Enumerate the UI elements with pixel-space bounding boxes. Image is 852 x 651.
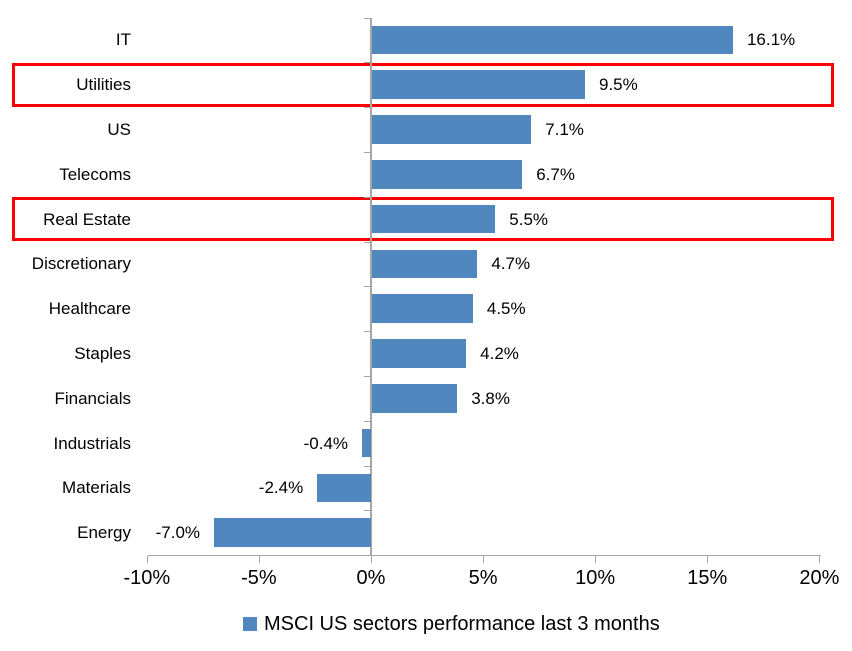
category-tick — [364, 331, 371, 333]
x-tick-label: 10% — [575, 567, 616, 589]
category-label: Discretionary — [31, 254, 131, 274]
category-tick — [364, 375, 371, 377]
category-label: Financials — [54, 388, 131, 408]
bar — [372, 339, 467, 368]
category-label: Healthcare — [48, 299, 131, 319]
bar — [372, 115, 532, 144]
bar — [372, 160, 523, 189]
category-label: US — [107, 120, 131, 139]
category-tick — [364, 17, 371, 19]
category-label: Utilities — [76, 75, 131, 95]
x-tick-label: -10% — [123, 567, 171, 589]
category-tick — [364, 241, 371, 243]
x-axis — [148, 555, 821, 556]
x-tick — [819, 556, 821, 563]
category-tick — [364, 420, 371, 422]
category-tick — [364, 107, 371, 109]
value-label: 7.1% — [545, 120, 584, 139]
bar — [372, 204, 496, 234]
value-label: 4.2% — [480, 344, 519, 363]
legend-label: MSCI US sectors performance last 3 month… — [264, 613, 660, 635]
x-tick-label: 20% — [799, 567, 840, 589]
bar — [362, 428, 371, 458]
value-label: -0.4% — [303, 433, 349, 453]
category-label: IT — [115, 30, 131, 50]
bar — [372, 384, 458, 413]
value-label: 4.5% — [486, 299, 526, 319]
category-label: Telecoms — [59, 164, 131, 184]
category-tick — [364, 62, 371, 64]
x-tick-label: 15% — [687, 567, 728, 589]
highlight-box — [12, 62, 834, 107]
x-tick — [371, 556, 372, 563]
category-tick — [364, 286, 371, 288]
bar — [214, 518, 371, 547]
x-tick — [146, 556, 148, 563]
x-tick-label: 5% — [468, 567, 498, 589]
value-label: -2.4% — [258, 478, 304, 498]
bar — [372, 70, 585, 99]
value-label: 3.8% — [471, 388, 510, 408]
bar — [317, 473, 371, 503]
bar — [372, 249, 478, 279]
category-tick — [364, 196, 371, 198]
legend: MSCI US sectors performance last 3 month… — [243, 612, 660, 636]
category-label: Materials — [62, 478, 131, 498]
y-axis — [370, 17, 372, 555]
x-tick — [707, 556, 709, 563]
category-label: Staples — [74, 344, 131, 363]
value-label: 9.5% — [598, 75, 638, 95]
bar — [372, 25, 733, 55]
value-label: 6.7% — [536, 164, 575, 184]
value-label: 4.7% — [491, 254, 531, 274]
category-tick — [364, 510, 371, 512]
value-label: 5.5% — [509, 209, 549, 229]
category-label: Industrials — [53, 433, 131, 453]
category-tick — [364, 151, 371, 153]
x-tick — [258, 556, 260, 563]
bar — [372, 294, 473, 323]
highlight-box — [12, 197, 834, 242]
x-tick — [595, 556, 597, 563]
legend-swatch-icon — [243, 617, 257, 631]
category-tick — [364, 465, 371, 467]
value-label: -7.0% — [155, 523, 201, 543]
value-label: 16.1% — [746, 30, 796, 50]
category-label: Energy — [77, 523, 131, 543]
x-tick-label: -5% — [241, 567, 277, 589]
x-tick-label: 0% — [356, 567, 386, 589]
category-label: Real Estate — [43, 209, 131, 229]
x-tick — [483, 556, 485, 563]
